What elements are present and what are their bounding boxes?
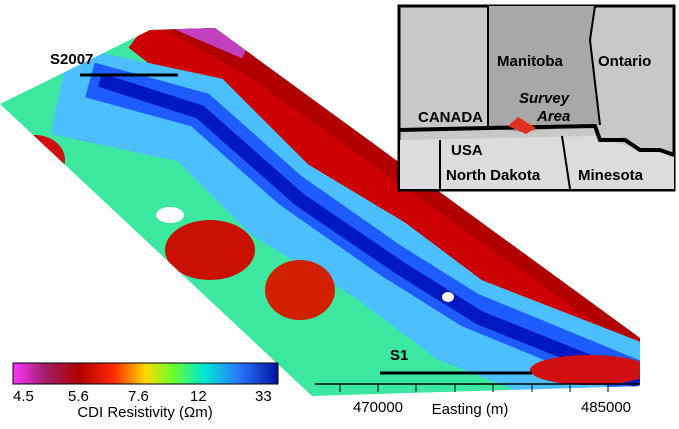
inset-label: North Dakota [446, 167, 541, 184]
colorbar-tick: 4.5 [13, 388, 34, 405]
colorbar: 4.5 5.6 7.6 12 33 CDI Resistivity (Ωm) [13, 363, 278, 421]
inset-label: Minesota [578, 167, 644, 184]
easting-tick: 470000 [353, 399, 403, 416]
map-figure: S2007 S1 Manitoba Ontario CANADA USA Nor… [0, 0, 679, 424]
profile-label: S2007 [50, 51, 93, 68]
inset-label: Survey [519, 90, 570, 107]
colorbar-tick: 33 [255, 388, 272, 405]
profile-label: S1 [390, 347, 408, 364]
colorbar-label: CDI Resistivity (Ωm) [77, 404, 212, 421]
inset-label: Area [536, 108, 570, 125]
colorbar-tick: 5.6 [68, 388, 89, 405]
inset-label: Ontario [598, 53, 651, 70]
inset-label: CANADA [418, 109, 483, 126]
inset-map: Manitoba Ontario CANADA USA North Dakota… [399, 6, 674, 190]
colorbar-tick: 7.6 [128, 388, 149, 405]
easting-label: Easting (m) [432, 401, 509, 418]
colorbar-tick: 12 [190, 388, 207, 405]
easting-tick: 485000 [581, 399, 631, 416]
inset-label: Manitoba [497, 53, 563, 70]
inset-label: USA [451, 142, 483, 159]
